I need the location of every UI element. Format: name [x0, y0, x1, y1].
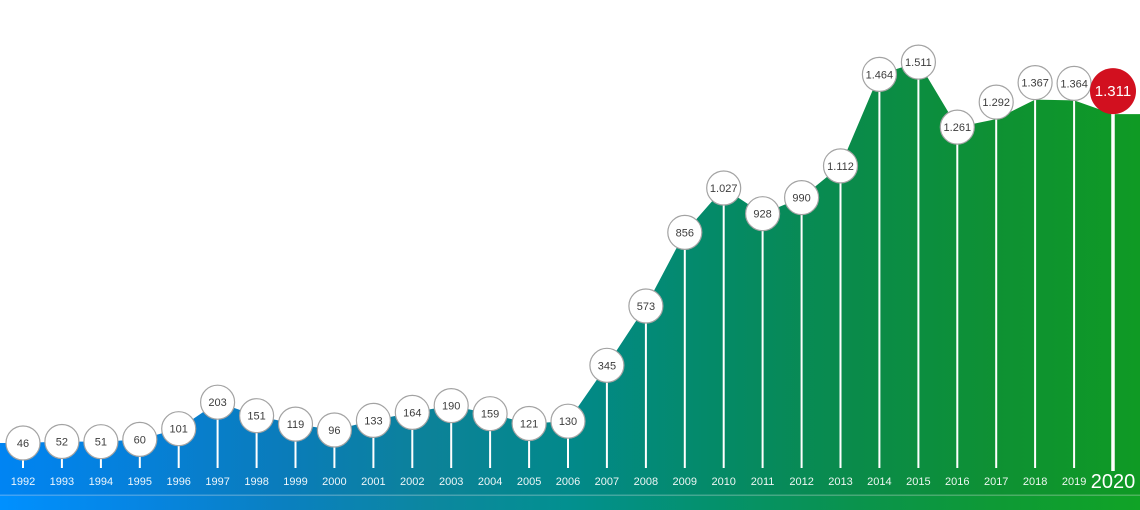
x-axis-label-2010: 2010: [711, 476, 735, 488]
data-point-2015[interactable]: 1.511: [900, 44, 937, 80]
data-point-1993[interactable]: 52: [44, 423, 80, 460]
data-point-2003[interactable]: 190: [433, 388, 469, 424]
x-axis-label-2009: 2009: [673, 476, 697, 488]
data-point-2020[interactable]: 1.311: [1090, 68, 1136, 115]
x-axis-label-2012: 2012: [789, 476, 813, 488]
footer-separator-line: [0, 494, 1140, 496]
data-point-2017[interactable]: 1.292: [978, 84, 1014, 120]
point-circle[interactable]: [628, 288, 664, 324]
x-axis-label-1996: 1996: [166, 476, 190, 488]
data-point-2006[interactable]: 130: [550, 403, 586, 439]
x-axis-label-1998: 1998: [244, 476, 268, 488]
data-point-1996[interactable]: 101: [161, 411, 197, 447]
point-circle[interactable]: [511, 405, 547, 442]
data-point-1995[interactable]: 60: [122, 421, 158, 457]
data-point-2000[interactable]: 96: [316, 412, 352, 448]
x-axis-label-1993: 1993: [50, 476, 74, 488]
x-axis-label-2002: 2002: [400, 476, 424, 488]
data-point-2011[interactable]: 928: [744, 196, 781, 232]
point-circle[interactable]: [316, 412, 352, 448]
data-point-2013[interactable]: 1.112: [822, 148, 859, 184]
point-circle[interactable]: [239, 398, 275, 434]
x-axis-label-2019: 2019: [1062, 476, 1086, 488]
point-circle[interactable]: [744, 196, 781, 232]
data-point-2009[interactable]: 856: [667, 214, 703, 250]
x-axis-label-2020: 2020: [1091, 471, 1136, 493]
data-point-2010[interactable]: 1.027: [706, 170, 742, 206]
data-point-2014[interactable]: 1.464: [861, 56, 898, 93]
x-axis-label-2005: 2005: [517, 476, 541, 488]
point-circle[interactable]: [550, 403, 586, 439]
point-circle[interactable]: [706, 170, 742, 206]
data-point-2005[interactable]: 121: [511, 405, 547, 442]
data-point-2018[interactable]: 1.367: [1017, 64, 1053, 101]
point-circle[interactable]: [978, 84, 1014, 120]
x-axis-label-1992: 1992: [11, 476, 35, 488]
data-point-1998[interactable]: 151: [239, 398, 275, 434]
x-axis-label-2000: 2000: [322, 476, 346, 488]
point-circle[interactable]: [822, 148, 859, 184]
x-axis-label-1999: 1999: [283, 476, 307, 488]
data-point-1992[interactable]: 46: [5, 425, 41, 461]
x-axis-label-2011: 2011: [751, 476, 775, 488]
data-point-2008[interactable]: 573: [628, 288, 664, 324]
point-circle[interactable]: [200, 384, 236, 420]
x-axis-label-1995: 1995: [128, 476, 152, 488]
x-axis-label-2003: 2003: [439, 476, 463, 488]
data-point-2004[interactable]: 159: [472, 396, 508, 432]
point-circle[interactable]: [394, 394, 430, 430]
x-axis-label-1997: 1997: [205, 476, 229, 488]
point-circle[interactable]: [277, 406, 314, 442]
point-circle[interactable]: [433, 388, 469, 424]
point-circle[interactable]: [5, 425, 41, 461]
point-circle[interactable]: [667, 214, 703, 250]
point-circle[interactable]: [122, 421, 158, 457]
x-axis-label-2001: 2001: [361, 476, 385, 488]
x-axis-label-2007: 2007: [595, 476, 619, 488]
point-circle[interactable]: [939, 109, 975, 145]
x-axis-label-2018: 2018: [1023, 476, 1047, 488]
data-point-1999[interactable]: 119: [277, 406, 314, 442]
point-circle[interactable]: [472, 396, 508, 432]
point-circle[interactable]: [589, 347, 625, 383]
data-point-1997[interactable]: 203: [200, 384, 236, 420]
point-circle[interactable]: [1056, 65, 1092, 102]
data-point-2012[interactable]: 990: [783, 180, 820, 216]
x-axis-label-2017: 2017: [984, 476, 1008, 488]
data-point-2007[interactable]: 345: [589, 347, 625, 383]
x-axis-label-2016: 2016: [945, 476, 969, 488]
point-circle[interactable]: [1017, 64, 1053, 101]
x-axis-label-2015: 2015: [906, 476, 930, 488]
data-point-2016[interactable]: 1.261: [939, 109, 975, 145]
x-axis-label-2013: 2013: [828, 476, 852, 488]
x-axis-label-2004: 2004: [478, 476, 502, 488]
footer-band: [0, 496, 1140, 510]
x-axis-label-1994: 1994: [89, 476, 113, 488]
point-circle[interactable]: [83, 424, 119, 460]
point-circle[interactable]: [161, 411, 197, 447]
x-axis-label-2008: 2008: [634, 476, 658, 488]
x-axis-label-2014: 2014: [867, 476, 891, 488]
point-circle[interactable]: [44, 423, 80, 460]
data-point-2019[interactable]: 1.364: [1056, 65, 1092, 102]
data-point-2001[interactable]: 133: [355, 402, 391, 438]
point-circle[interactable]: [783, 180, 820, 216]
point-circle[interactable]: [355, 402, 391, 438]
point-circle[interactable]: [861, 56, 898, 93]
x-axis-label-2006: 2006: [556, 476, 580, 488]
data-point-2002[interactable]: 164: [394, 394, 430, 430]
data-point-1994[interactable]: 51: [83, 424, 119, 460]
highlight-point-circle[interactable]: [1090, 68, 1136, 115]
point-circle[interactable]: [900, 44, 937, 80]
